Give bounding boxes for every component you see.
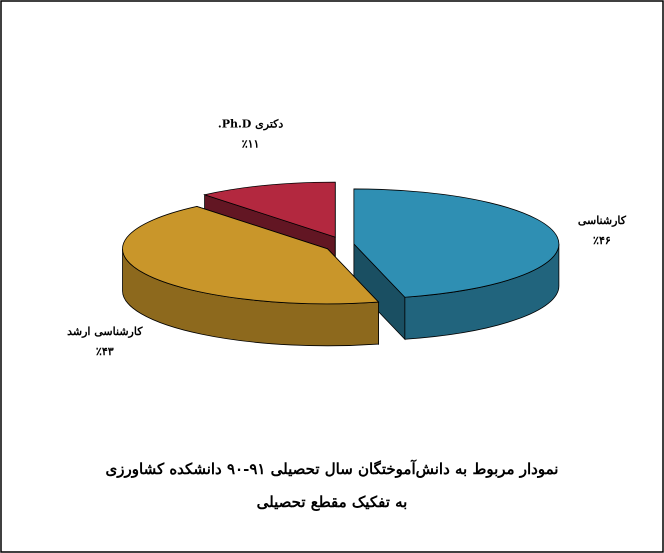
- slice-label: دکتری Ph.D.: [218, 118, 284, 131]
- slice-label: کارشناسی: [578, 214, 627, 227]
- slice-value-label: ٪۴۳: [96, 345, 114, 358]
- chart-title: نمودار مربوط به دانش‌آموختگان سال تحصیلی…: [106, 459, 559, 478]
- slice-top: [122, 206, 380, 305]
- chart-subtitle: به تفکیک مقطع تحصیلی: [257, 493, 408, 511]
- slice-label: کارشناسی ارشد: [67, 325, 143, 338]
- slice: [122, 205, 380, 347]
- slice-value-label: ٪۴۶: [593, 234, 611, 247]
- slice-top: [203, 181, 336, 238]
- slice-top: [353, 188, 560, 298]
- slice: [353, 188, 560, 341]
- slice-value-label: ٪۱۱: [242, 138, 260, 151]
